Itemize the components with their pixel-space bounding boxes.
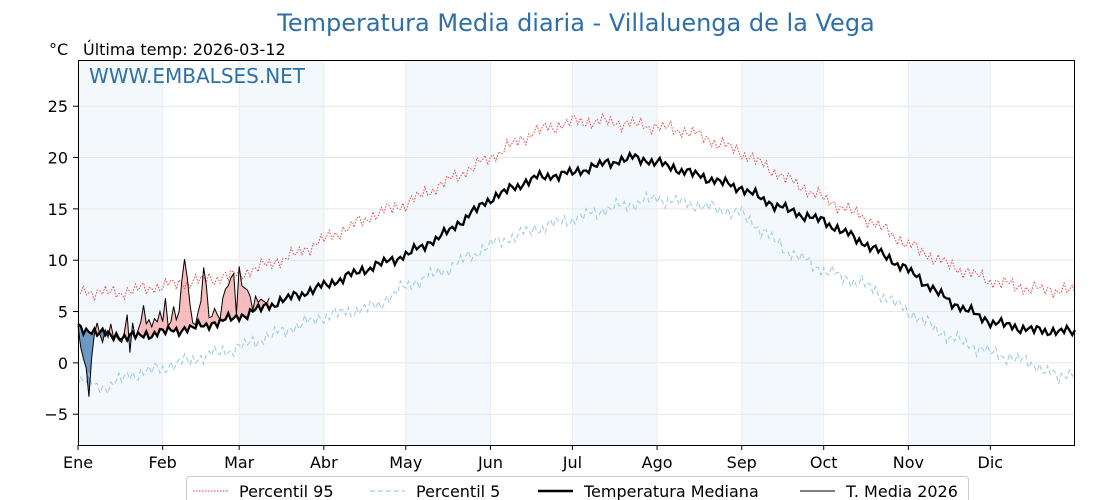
legend-label: T. Media 2026 [845,482,958,500]
month-band [405,60,491,445]
watermark: WWW.EMBALSES.NET [89,64,306,88]
anomaly-warm-segment [200,267,204,327]
y-tick-label: 25 [48,97,68,116]
anomaly-warm-segment [241,285,245,317]
x-tick-label: Ene [63,453,93,472]
legend-label: Percentil 95 [239,482,334,500]
anomaly-warm-segment [225,285,229,320]
chart-title: Temperatura Media diaria - Villaluenga d… [276,9,875,37]
legend-box [186,476,969,500]
percentil-5-line [77,190,1076,396]
x-tick-label: Jul [562,453,582,472]
anomaly-warm-segment [173,306,177,332]
mediana-line [77,150,1077,344]
y-tick-label: 0 [58,354,68,373]
x-tick-label: Sep [727,453,757,472]
x-tick-label: Jun [477,453,503,472]
anomaly-warm-segment [230,273,234,321]
anomaly-warm-segment [239,266,242,321]
x-tick-label: Dic [978,453,1004,472]
anomaly-warm-segment [149,319,152,339]
x-tick-label: Nov [893,453,924,472]
month-band [572,60,658,445]
legend-label: Percentil 5 [416,482,500,500]
anomaly-warm-segment [179,280,182,336]
y-unit-label: °C [49,40,68,59]
legend-label: Temperatura Mediana [583,482,759,500]
anomaly-cold-segment [86,328,89,397]
x-tick-label: Mar [224,453,255,472]
anomaly-warm-segment [184,259,188,333]
month-bands [78,60,991,445]
anomaly-cold-segment [83,328,87,368]
anomaly-warm-segment [228,277,231,321]
y-tick-label: 15 [48,200,68,219]
x-tick-label: Oct [810,453,838,472]
percentil-95-line [77,112,1076,303]
last-temp-label: Última temp: 2026-03-12 [83,40,286,59]
legend: Percentil 95 Percentil 5 Temperatura Media… [186,476,969,500]
x-tick-label: May [389,453,422,472]
x-tick-label: Feb [149,453,177,472]
plot-frame [78,60,1075,446]
x-axis: Ene Feb Mar Abr May Jun Jul Ago Sep Oct Nov Dic [63,445,1003,472]
anomaly-warm-segment [244,287,248,319]
y-tick-label: 5 [58,303,68,322]
anomaly-warm-segment [211,308,215,324]
x-tick-label: Ago [642,453,673,472]
y-tick-label: −5 [44,405,68,424]
month-band [78,60,163,445]
anomaly-warm-segment [140,305,144,338]
media-2026-line [77,259,270,397]
y-tick-label: 20 [48,149,68,168]
series-lines [77,112,1077,397]
anomaly-warm-segment [187,277,190,333]
y-axis: −5 0 5 10 15 20 25 [44,97,78,424]
month-band [239,60,324,445]
y-tick-label: 10 [48,251,68,270]
x-tick-label: Abr [310,453,338,472]
month-band [908,60,991,445]
